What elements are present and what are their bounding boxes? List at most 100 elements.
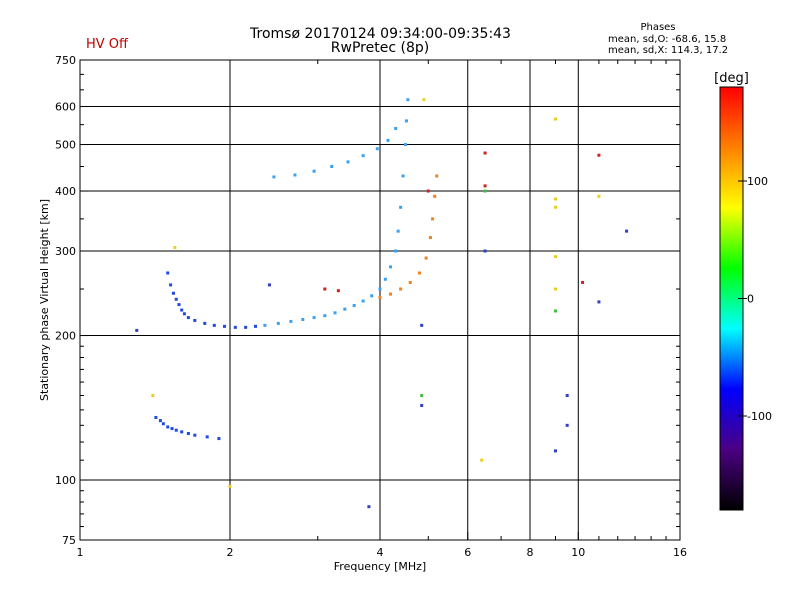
data-point [233,325,237,329]
y-tick-label: 300 [55,245,76,258]
data-point [182,312,186,316]
plot-area: 1 2 4 6 8 10 16 75 100 200 300 400 500 600 750 Frequenc… [38,54,687,573]
data-point [174,428,178,432]
phase-stats-o-mode: mean, sd,O: -68.6, 15.8 [608,34,727,45]
data-point [553,205,557,209]
y-tick-label: 400 [55,185,76,198]
data-point [401,174,405,178]
data-point [553,117,557,121]
data-point [169,283,173,287]
colorbar-label: [deg] [714,71,749,86]
data-point [389,265,393,269]
data-point [420,394,424,398]
data-point [267,283,271,287]
data-point [223,324,227,328]
data-point [166,425,170,429]
data-point [553,255,557,259]
data-point [289,319,293,323]
data-point [417,271,421,275]
data-point [193,318,197,322]
data-point [180,430,184,434]
y-tick-label: 750 [55,54,76,67]
data-point [154,415,158,419]
data-point [565,423,569,427]
data-point [346,160,350,164]
data-point [166,271,170,275]
x-axis-label: Frequency [MHz] [334,560,426,573]
data-point [263,323,267,327]
data-point [625,229,629,233]
data-point [399,287,403,291]
colorbar-tick-label: 100 [747,175,768,188]
data-point [330,164,334,168]
data-point [244,325,248,329]
data-point [420,323,424,327]
y-tick-label: 500 [55,139,76,152]
y-axis-label: Stationary phase Virtual Height [km] [38,199,51,401]
data-point [312,316,316,320]
phase-stats-x-mode: mean, sd,X: 114.3, 17.2 [608,45,729,56]
data-point [217,437,221,441]
data-point [383,277,387,281]
data-point [186,432,190,436]
data-point [483,151,487,155]
data-point [378,296,382,300]
data-point [426,189,430,193]
x-tick-label: 1 [77,546,84,559]
colorbar-tick-label: -100 [747,410,772,423]
data-point [186,316,190,320]
data-point [173,246,177,250]
data-point [343,307,347,311]
x-tick-label: 2 [227,546,234,559]
data-point [483,189,487,193]
data-point [375,147,379,151]
data-point [483,249,487,253]
data-point [228,484,232,488]
y-tick-label: 600 [55,101,76,114]
data-point [424,256,428,260]
data-point [389,292,393,296]
x-tick-label: 10 [571,546,585,559]
y-tick-label: 100 [55,474,76,487]
data-point [333,311,337,315]
data-point [553,449,557,453]
data-point [203,321,207,325]
data-point [135,328,139,332]
data-point [370,294,374,298]
data-point [404,119,408,123]
data-point [403,143,407,147]
data-point [378,287,382,291]
data-point [352,303,356,307]
data-point [435,174,439,178]
data-point [422,98,426,102]
data-point [553,287,557,291]
data-point [399,205,403,209]
data-point [212,323,216,327]
data-point [161,422,165,426]
data-point [597,300,601,304]
data-point [361,154,365,158]
data-point [180,308,184,312]
data-point [386,138,390,142]
data-point [597,153,601,157]
x-tick-label: 8 [527,546,534,559]
data-point [301,317,305,321]
data-point [151,394,155,398]
data-point [158,419,162,423]
y-tick-label: 75 [62,534,76,547]
data-point [323,287,327,291]
data-point [553,197,557,201]
chart-subtitle: RwPretec (8p) [330,40,430,56]
data-point [420,403,424,407]
data-point [565,394,569,398]
data-point [276,321,280,325]
x-tick-label: 16 [673,546,687,559]
data-point [433,194,437,198]
colorbar-tick-label: 0 [747,293,754,306]
data-point [394,126,398,130]
phase-colorbar: -100 0 100 [deg] [714,71,772,511]
data-point [367,505,371,509]
phase-stats-title: Phases [640,22,676,33]
data-point [174,297,178,301]
